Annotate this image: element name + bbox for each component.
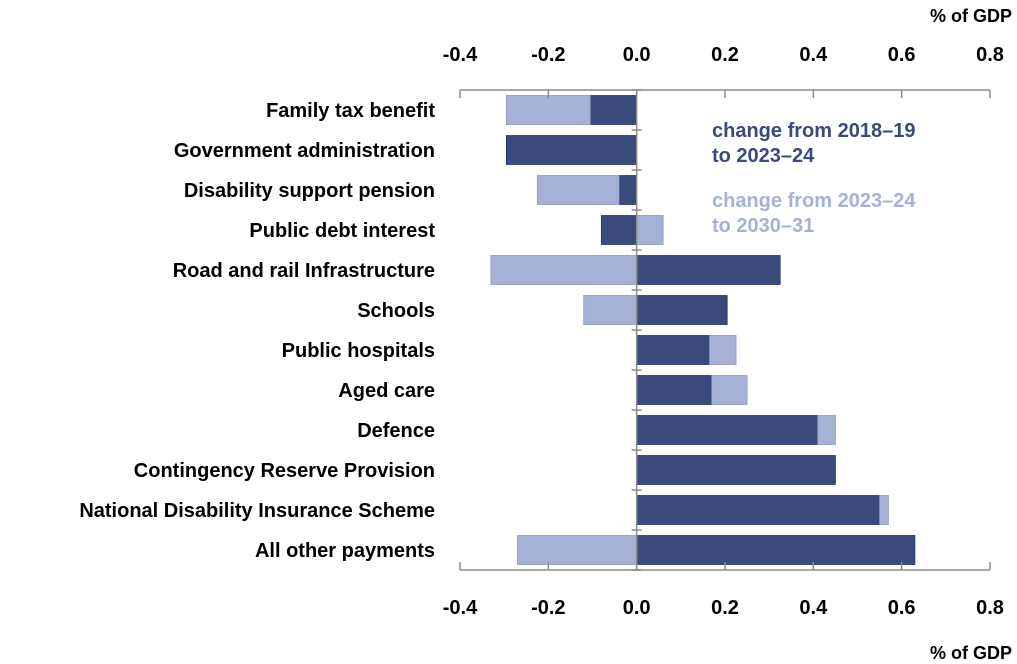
- category-label: National Disability Insurance Scheme: [79, 500, 435, 522]
- bar-series-1: [636, 495, 880, 525]
- bar-series-1: [636, 375, 713, 405]
- category-labels: Family tax benefit Government administrat…: [79, 100, 435, 562]
- bar-series-1: [636, 415, 819, 445]
- x-tick-label: 0.2: [711, 597, 739, 619]
- top-tick-labels: -0.4 -0.2 0.0 0.2 0.4 0.6 0.8: [443, 44, 1004, 66]
- x-tick-label: -0.2: [531, 44, 565, 66]
- bar-series-1: [618, 175, 638, 205]
- x-tick-label: -0.4: [443, 44, 478, 66]
- x-tick-label: 0.6: [888, 597, 916, 619]
- bar-series-2: [879, 495, 889, 525]
- category-label: Schools: [357, 300, 435, 322]
- top-axis-unit-label: % of GDP: [930, 6, 1012, 26]
- bar-series-1: [505, 135, 638, 165]
- bar-series-1: [589, 95, 638, 125]
- bottom-axis-unit-label: % of GDP: [930, 643, 1012, 663]
- bar-series-2: [709, 335, 737, 365]
- bar-series-2: [505, 95, 591, 125]
- category-label: All other payments: [255, 540, 435, 562]
- bar-series-1: [636, 295, 728, 325]
- bar-series-2: [536, 175, 620, 205]
- category-label: Defence: [357, 420, 435, 442]
- category-label: Aged care: [338, 380, 435, 402]
- category-label: Contingency Reserve Provision: [134, 460, 435, 482]
- axes: [459, 89, 991, 571]
- bar-series-2: [636, 215, 664, 245]
- category-label: Public debt interest: [249, 220, 435, 242]
- bar-series-2: [517, 535, 638, 565]
- bar-series-1: [636, 535, 916, 565]
- bar-series-1: [600, 215, 638, 245]
- bar-series-1: [636, 335, 710, 365]
- x-tick-label: 0.2: [711, 44, 739, 66]
- bars: [490, 95, 916, 565]
- x-tick-label: 0.8: [976, 44, 1004, 66]
- x-tick-label: -0.4: [443, 597, 478, 619]
- bar-series-2: [711, 375, 748, 405]
- legend-entry-line2: to 2030–31: [712, 215, 814, 237]
- bottom-tick-labels: -0.4 -0.2 0.0 0.2 0.4 0.6 0.8: [443, 597, 1004, 619]
- category-label: Government administration: [174, 140, 435, 162]
- x-tick-label: 0.0: [623, 44, 651, 66]
- x-tick-label: 0.4: [799, 44, 828, 66]
- legend-entry-line2: to 2023–24: [712, 145, 815, 167]
- category-label: Road and rail Infrastructure: [173, 260, 435, 282]
- category-label: Public hospitals: [282, 340, 435, 362]
- legend: change from 2018–19 to 2023–24 change from…: [712, 120, 916, 237]
- bar-series-2: [817, 415, 836, 445]
- legend-entry-line1: change from 2018–19: [712, 120, 915, 142]
- x-tick-label: 0.4: [799, 597, 828, 619]
- x-tick-label: 0.8: [976, 597, 1004, 619]
- category-label: Family tax benefit: [266, 100, 435, 122]
- legend-entry-line1: change from 2023–24: [712, 190, 916, 212]
- bar-series-2: [583, 295, 638, 325]
- bar-series-1: [636, 255, 781, 285]
- x-tick-label: -0.2: [531, 597, 565, 619]
- x-tick-label: 0.6: [888, 44, 916, 66]
- category-label: Disability support pension: [184, 180, 435, 202]
- bar-series-1: [636, 455, 836, 485]
- x-tick-label: 0.0: [623, 597, 651, 619]
- bar-series-2: [490, 255, 638, 285]
